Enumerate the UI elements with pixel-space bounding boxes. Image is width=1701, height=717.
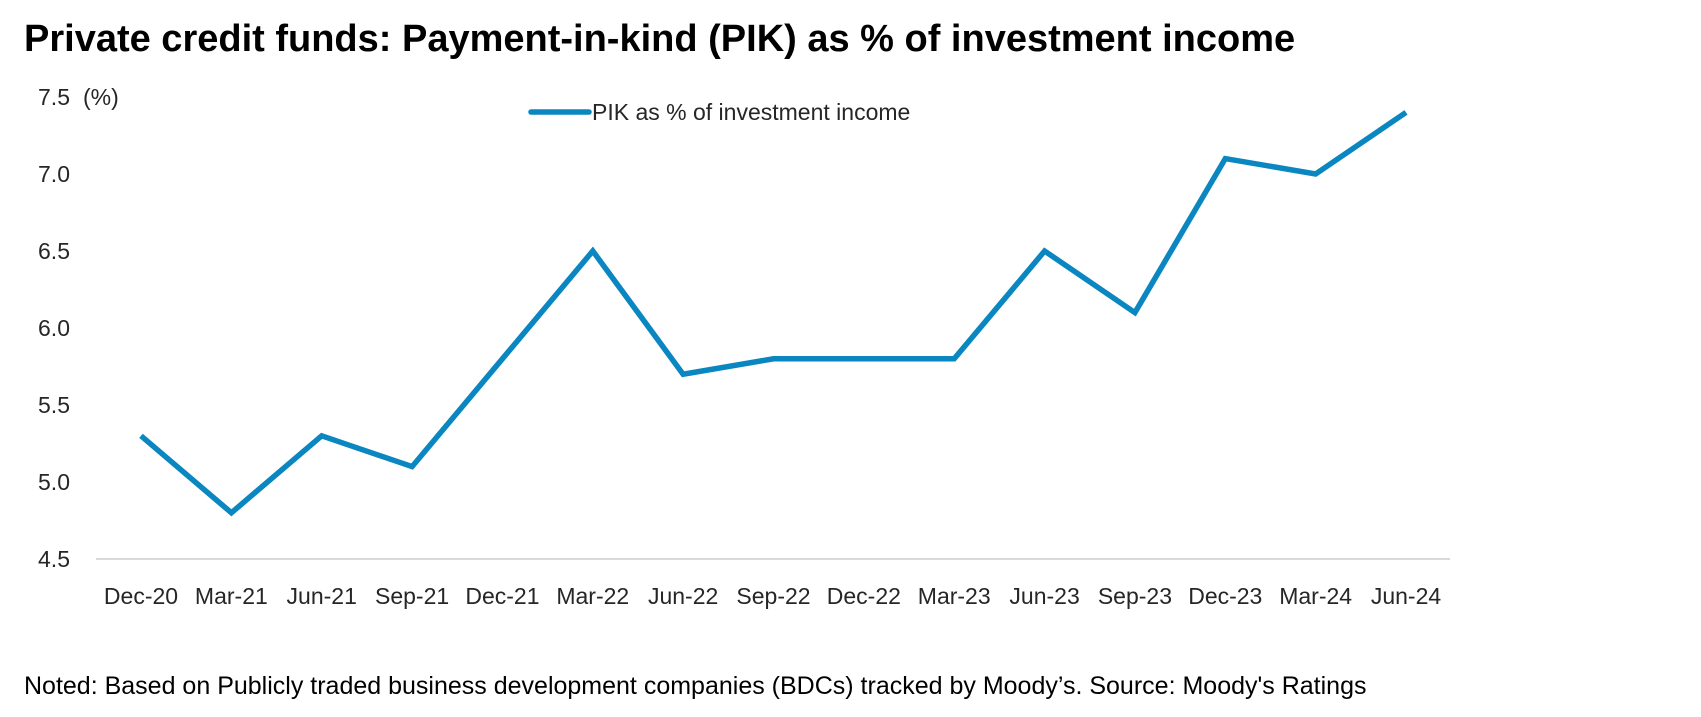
- x-tick-label: Dec-22: [827, 583, 901, 609]
- x-tick-label: Sep-23: [1098, 583, 1172, 609]
- y-tick-label: 7.0: [38, 161, 70, 187]
- x-tick-label: Mar-21: [195, 583, 268, 609]
- series-layer: [139, 110, 1408, 517]
- x-tick-label: Dec-23: [1188, 583, 1262, 609]
- chart-note: Noted: Based on Publicly traded business…: [24, 672, 1367, 700]
- y-tick-label: 7.5: [38, 84, 70, 110]
- legend-label: PIK as % of investment income: [592, 99, 910, 125]
- x-tick-label: Sep-22: [736, 583, 810, 609]
- series-line: [139, 110, 1408, 517]
- chart-title: Private credit funds: Payment-in-kind (P…: [24, 18, 1296, 60]
- x-tick-label: Sep-21: [375, 583, 449, 609]
- y-tick-label: 6.0: [38, 315, 70, 341]
- x-tick-label: Mar-23: [918, 583, 991, 609]
- x-tick-label: Jun-23: [1009, 583, 1079, 609]
- x-tick-label: Mar-24: [1279, 583, 1352, 609]
- y-tick-label: 4.5: [38, 546, 70, 572]
- y-tick-label: 5.5: [38, 392, 70, 418]
- x-tick-label: Mar-22: [556, 583, 629, 609]
- x-tick-label: Jun-22: [648, 583, 718, 609]
- x-tick-label: Dec-20: [104, 583, 178, 609]
- x-tick-label: Jun-24: [1371, 583, 1442, 609]
- x-tick-label: Jun-21: [287, 583, 357, 609]
- x-axis: Dec-20 Mar-21 Jun-21 Sep-21 Dec-21 Mar-22 Jun-…: [104, 583, 1441, 609]
- y-axis-unit-label: (%): [83, 84, 119, 110]
- legend: PIK as % of investment income: [528, 99, 910, 125]
- x-tick-label: Dec-21: [465, 583, 539, 609]
- y-tick-label: 6.5: [38, 238, 70, 264]
- y-tick-label: 5.0: [38, 469, 70, 495]
- y-axis: 4.5 5.0 5.5 6.0 6.5 7.0 7.5: [38, 84, 70, 572]
